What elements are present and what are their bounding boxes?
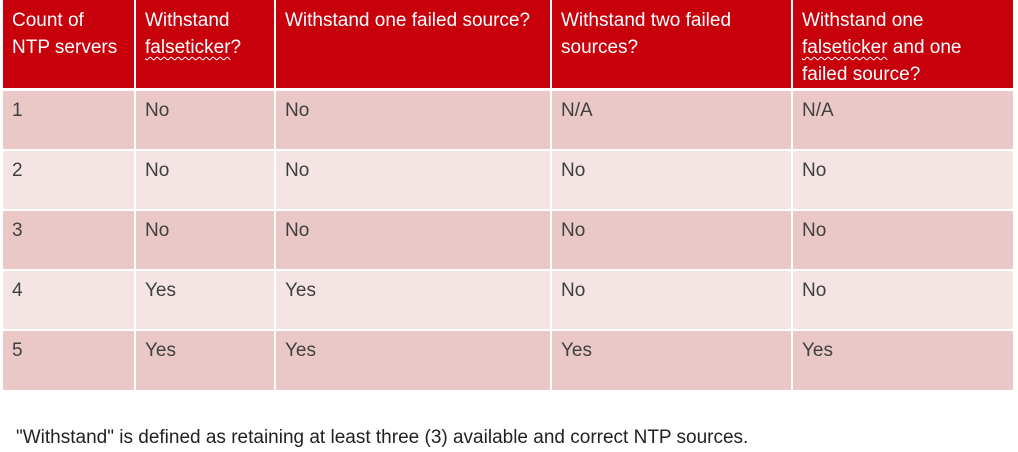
header-row: Count of NTP servers Withstand falsetick… [3,0,1013,90]
ntp-resilience-table: Count of NTP servers Withstand falsetick… [3,0,1013,390]
header-withstand-falseticker-and-failed: Withstand one falseticker and one failed… [792,0,1013,90]
cell-two-failed: Yes [551,328,793,390]
cell-two-failed: No [551,148,793,210]
header-withstand-one-failed: Withstand one failed source? [275,0,552,90]
cell-combo: No [792,268,1013,330]
cell-falseticker: Yes [135,328,276,390]
cell-two-failed: N/A [551,88,793,150]
header-count-of-ntp-servers: Count of NTP servers [3,0,136,90]
cell-one-failed: Yes [275,268,552,330]
cell-one-failed: No [275,88,552,150]
cell-combo: N/A [792,88,1013,150]
cell-one-failed: Yes [275,328,552,390]
cell-count: 4 [3,268,136,330]
header-withstand-falseticker: Withstand falseticker? [135,0,276,90]
table-row: 5 Yes Yes Yes Yes [3,328,1013,390]
cell-combo: No [792,148,1013,210]
cell-falseticker: No [135,148,276,210]
cell-count: 5 [3,328,136,390]
cell-count: 1 [3,88,136,150]
cell-falseticker: No [135,208,276,270]
cell-one-failed: No [275,148,552,210]
cell-combo: Yes [792,328,1013,390]
header-withstand-two-failed: Withstand two failed sources? [551,0,793,90]
cell-falseticker: Yes [135,268,276,330]
spellcheck-falseticker: falseticker [802,37,888,58]
footnote-definition: "Withstand" is defined as retaining at l… [16,427,749,448]
cell-falseticker: No [135,88,276,150]
table-row: 3 No No No No [3,208,1013,270]
cell-count: 2 [3,148,136,210]
spellcheck-falseticker: falseticker [145,37,231,58]
table-row: 1 No No N/A N/A [3,88,1013,150]
cell-two-failed: No [551,268,793,330]
table-row: 4 Yes Yes No No [3,268,1013,330]
cell-count: 3 [3,208,136,270]
cell-combo: No [792,208,1013,270]
cell-two-failed: No [551,208,793,270]
table-row: 2 No No No No [3,148,1013,210]
cell-one-failed: No [275,208,552,270]
